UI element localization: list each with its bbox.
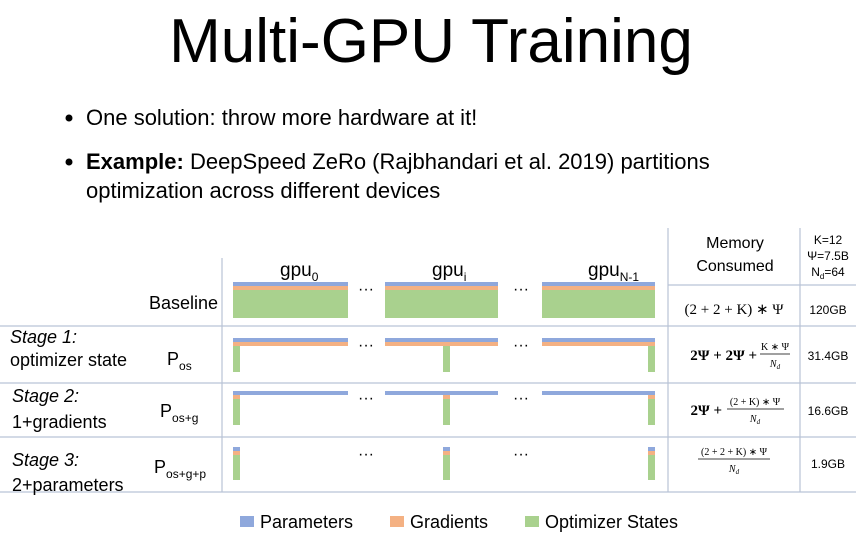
- memory-block: [385, 286, 498, 290]
- memory-block: [648, 451, 655, 455]
- bullet: One solution: throw more hardware at it!: [86, 105, 477, 130]
- bold: Example:: [86, 149, 184, 174]
- memory-block: [233, 338, 348, 342]
- memory-block: [648, 455, 655, 480]
- memory-block: [443, 447, 450, 451]
- formula-num: (2 + 2 + K) ∗ Ψ: [701, 447, 768, 458]
- text: DeepSpeed ZeRo (Rajbhandari et al. 2019)…: [190, 149, 710, 174]
- p-label: Pos+g+p: [154, 457, 206, 481]
- memory-block: [648, 447, 655, 451]
- memory-block: [233, 391, 348, 395]
- legend-text: Optimizer States: [545, 512, 678, 532]
- ellipsis: ···: [513, 390, 529, 407]
- ellipsis: ···: [358, 390, 374, 407]
- memory-block: [648, 399, 655, 425]
- ellipsis: ···: [358, 337, 374, 354]
- legend-swatch: [390, 516, 404, 527]
- size: 120GB: [809, 303, 846, 317]
- stage-desc: 2+parameters: [12, 475, 124, 495]
- gpu-label: gpuN-1: [588, 260, 639, 284]
- formula: 2Ψ + 2Ψ +: [690, 348, 757, 364]
- formula-den: Nd: [728, 464, 740, 476]
- formula-den: Nd: [749, 414, 761, 426]
- memory-block: [385, 290, 498, 318]
- row-label: Baseline: [149, 293, 218, 313]
- gpu-label: gpui: [432, 260, 466, 284]
- memory-block: [385, 338, 498, 342]
- memory-block: [385, 391, 498, 395]
- header: Consumed: [696, 258, 773, 275]
- ellipsis: ···: [513, 446, 529, 463]
- stage: Stage 1:: [10, 327, 77, 347]
- stage-desc: 1+gradients: [12, 412, 107, 432]
- legend-text: Parameters: [260, 512, 353, 532]
- bullet: Example: DeepSpeed ZeRo (Rajbhandari et …: [86, 149, 710, 174]
- bars: [233, 282, 655, 480]
- gpu-label: gpu0: [280, 260, 319, 284]
- formula: (2 + 2 + K) ∗ Ψ: [685, 302, 785, 318]
- memory-block: [542, 286, 655, 290]
- memory-block: [443, 395, 450, 399]
- memory-block: [443, 399, 450, 425]
- memory-block: [542, 342, 655, 346]
- constant: Ψ=7.5B: [807, 249, 849, 263]
- header: Memory: [706, 235, 764, 252]
- bullet-dot: [65, 114, 73, 122]
- legend-text: Gradients: [410, 512, 488, 532]
- formula-num: K ∗ Ψ: [761, 342, 790, 353]
- memory-block: [233, 282, 348, 286]
- p-label: Pos+g: [160, 401, 198, 425]
- stage-desc: optimizer state: [10, 350, 127, 370]
- memory-block: [233, 342, 348, 346]
- ellipsis: ···: [513, 281, 529, 298]
- memory-block: [443, 455, 450, 480]
- ellipsis: ···: [513, 337, 529, 354]
- memory-block: [542, 282, 655, 286]
- memory-block: [648, 395, 655, 399]
- memory-block: [233, 399, 240, 425]
- memory-block: [233, 286, 348, 290]
- stage: Stage 2:: [12, 386, 79, 406]
- legend-swatch: [240, 516, 254, 527]
- ellipsis: ···: [358, 446, 374, 463]
- grid: [0, 228, 856, 493]
- constant: K=12: [814, 233, 843, 247]
- size: 31.4GB: [808, 349, 849, 363]
- size: 16.6GB: [808, 404, 849, 418]
- memory-block: [385, 282, 498, 286]
- memory-block: [443, 346, 450, 372]
- memory-block: [233, 346, 240, 372]
- memory-block: [542, 338, 655, 342]
- memory-block: [233, 451, 240, 455]
- formula-num: (2 + K) ∗ Ψ: [730, 397, 781, 408]
- memory-block: [542, 391, 655, 395]
- formula: 2Ψ +: [691, 403, 723, 419]
- bullet-dot: [65, 158, 73, 166]
- constant: Nd=64: [811, 265, 845, 281]
- memory-block: [648, 346, 655, 372]
- memory-block: [233, 290, 348, 318]
- bullet-cont: optimization across different devices: [86, 178, 440, 203]
- memory-block: [233, 447, 240, 451]
- legend-swatch: [525, 516, 539, 527]
- formula-den: Nd: [769, 359, 781, 371]
- memory-block: [385, 342, 498, 346]
- stage: Stage 3:: [12, 450, 79, 470]
- title: Multi-GPU Training: [169, 7, 693, 76]
- memory-block: [542, 290, 655, 318]
- memory-block: [233, 395, 240, 399]
- memory-block: [443, 451, 450, 455]
- size: 1.9GB: [811, 457, 845, 471]
- memory-block: [233, 455, 240, 480]
- p-label: Pos: [167, 349, 192, 373]
- ellipsis: ···: [358, 281, 374, 298]
